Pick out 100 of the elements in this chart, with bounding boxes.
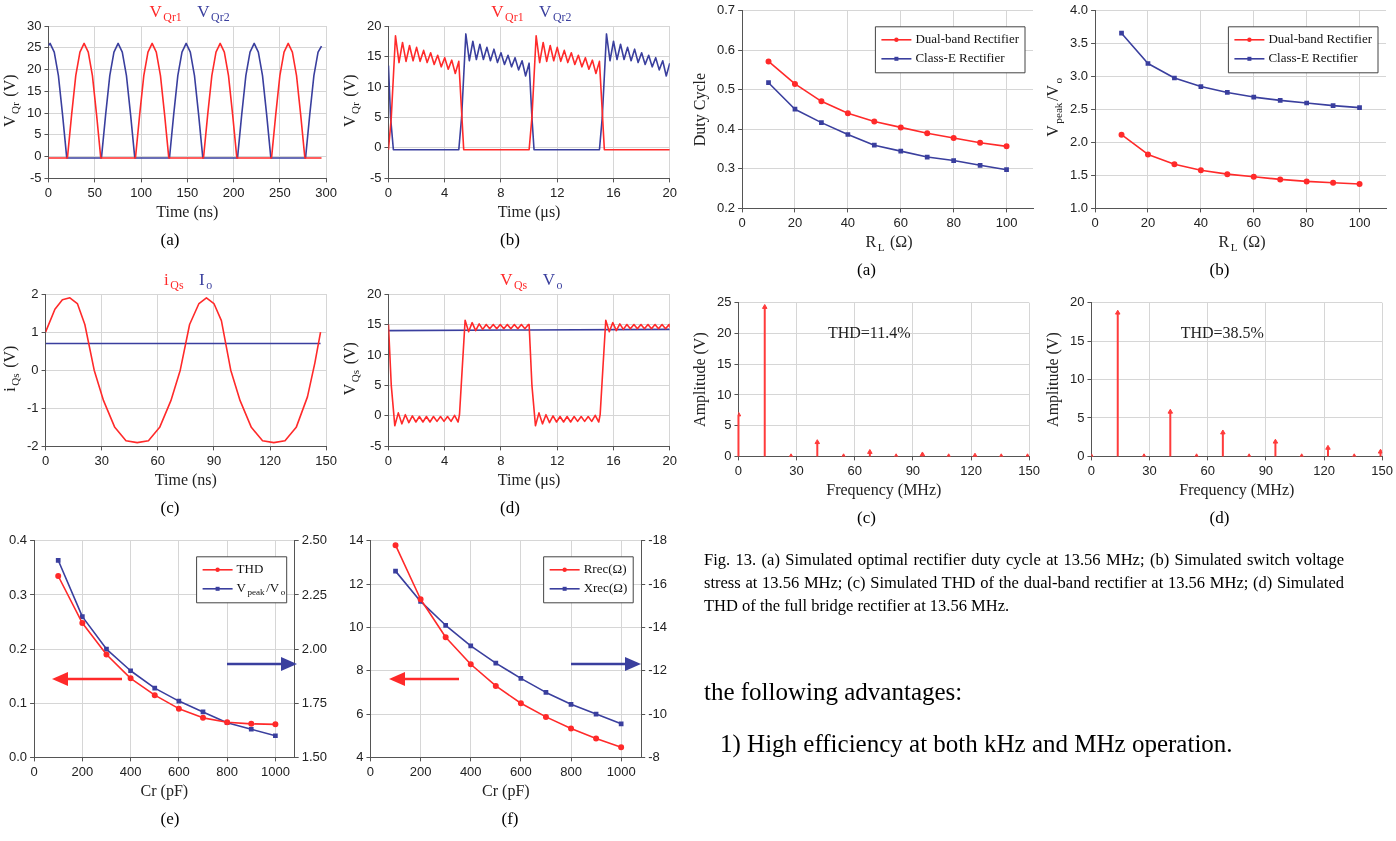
y2-tick-label: 2.50 [301,532,328,548]
y2-tick-label: 1.75 [301,694,328,710]
text: (d) [499,498,521,518]
legend-label: Class-E Rectifier [915,50,1006,66]
y-tick-label: 3.5 [1069,35,1089,51]
x-tick-label: 0 [384,452,393,468]
y-tick-label: 25 [716,294,732,310]
y-tick-label: 0.7 [716,2,736,18]
y-tick-label: 10 [366,78,382,94]
y-tick-label: 6 [356,705,364,721]
y-tick-label: 20 [26,61,42,77]
y-tick-label: 3.0 [1069,68,1089,84]
y-tick-label: 0.2 [8,640,28,656]
x-tick-label: 0 [384,184,393,200]
caption: Fig. 13. (a) Simulated optimal rectifier duty cycle at 13.56 MHz; (b) Simulated switch voltage stress at 13.56 MHz; (c) Simulated THD of the dual-band rectifier at 13.56 MHz; (d) Simulated THD of the full bridge rectifier at 13.56 MHz. [704,549,1344,617]
x-tick-label: 120 [1313,462,1335,478]
y-tick-label: 15 [26,82,42,98]
y-tick-label: -5 [369,437,382,453]
x-tick-label: 90 [206,452,222,468]
y-tick-label: 2.5 [1069,101,1089,117]
x-tick-label: 60 [150,452,166,468]
x-tick-label: 100 [130,184,152,200]
x-axis-title: Time (μs) [497,471,561,490]
annotation: THD=38.5% [1180,323,1264,341]
x-tick-label: 60 [1246,214,1261,230]
text: (d) [1208,508,1231,528]
legend-label: Xrec(Ω) [583,580,628,596]
y-tick-label: 15 [366,48,382,64]
x-axis-title: Time (ns) [154,471,217,490]
y-axis-title: Amplitude (V) [1044,332,1063,427]
y2-tick-label: -10 [648,705,668,721]
y-tick-label: 20 [716,325,732,341]
text: (c) [856,508,877,528]
y-axis-title: Duty Cycle [691,72,710,147]
legend-label: Dual-band Rectifier [1268,31,1373,47]
x-tick-label: 1000 [260,763,290,779]
y-tick-label: 4.0 [1069,2,1089,18]
x-tick-label: 250 [269,184,291,200]
y-axis-title: Vpeak/Vo [1044,77,1064,137]
x-tick-label: 100 [995,214,1018,230]
x-axis-title: Frequency (MHz) [826,481,942,500]
y-tick-label: 10 [366,346,382,362]
x-tick-label: 1000 [606,763,636,779]
y2-tick-label: 1.50 [301,748,328,764]
y-tick-label: 1.5 [1069,167,1089,183]
y-tick-label: 8 [356,662,364,678]
y-tick-label: 0.3 [716,160,736,176]
legend-label: THD [236,561,264,577]
y2-tick-label: -16 [648,575,668,591]
x-tick-label: 8 [497,452,505,468]
y-tick-label: 20 [366,17,382,33]
x-tick-label: 4 [441,184,449,200]
text: (c) [159,498,181,518]
y-tick-label: 5 [1077,409,1085,425]
y-tick-label: 1 [31,323,39,339]
x-tick-label: 150 [1371,462,1394,478]
x-axis-title: Cr (pF) [140,782,189,801]
y-tick-label: 5 [34,126,42,142]
text: (e) [159,809,181,829]
text: (b) [1208,260,1231,280]
y-tick-label: 0.1 [8,694,28,710]
x-tick-label: 150 [1018,462,1041,478]
x-tick-label: 40 [840,214,856,230]
x-tick-label: 16 [606,184,621,200]
x-tick-label: 800 [216,763,238,779]
y-tick-label: 20 [366,285,382,301]
x-tick-label: 0 [1091,214,1099,230]
x-tick-label: 12 [550,184,565,200]
x-tick-label: 20 [1140,214,1156,230]
x-tick-label: 200 [71,763,94,779]
y-tick-label: 5 [374,377,382,393]
y-tick-label: -5 [369,169,382,185]
y-tick-label: -1 [27,399,39,415]
y-tick-label: 10 [348,619,364,635]
text: (a) [159,230,181,250]
y-tick-label: 5 [724,417,732,433]
y-tick-label: 10 [716,386,732,402]
x-tick-label: 20 [662,452,677,468]
y-tick-label: 0 [34,148,42,164]
y-tick-label: 1.0 [1069,199,1089,215]
text: (f) [500,809,520,829]
x-axis-title: Time (μs) [497,203,561,222]
y-tick-label: 0 [374,407,382,423]
y-tick-label: 2.0 [1069,134,1089,150]
y2-tick-label: -8 [648,748,660,764]
x-tick-label: 60 [1200,462,1215,478]
y-axis-title: VQs (V) [341,342,361,396]
x-tick-label: 16 [606,452,621,468]
x-tick-label: 300 [315,184,338,200]
x-tick-label: 30 [1142,462,1157,478]
x-tick-label: 0 [738,214,746,230]
annotation: THD=11.4% [827,323,911,341]
x-tick-label: 8 [497,184,505,200]
x-tick-label: 20 [787,214,803,230]
text: (b) [499,230,521,250]
x-tick-label: 80 [946,214,961,230]
x-tick-label: 120 [960,462,982,478]
x-tick-label: 400 [459,763,482,779]
x-tick-label: 0 [44,184,53,200]
x-tick-label: 150 [315,452,338,468]
